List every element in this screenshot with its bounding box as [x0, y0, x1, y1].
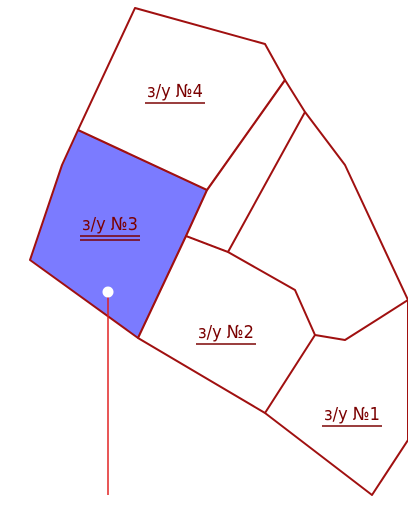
strip	[185, 79, 306, 253]
plot-label: з/у №1	[324, 404, 380, 425]
plot-label: з/у №3	[82, 214, 138, 235]
plot-label: з/у №4	[147, 81, 203, 102]
plot-1	[264, 300, 408, 496]
point-marker	[102, 286, 114, 298]
plot-edge	[304, 111, 408, 341]
plot-3-fill	[30, 130, 207, 338]
plot-label: з/у №2	[198, 322, 254, 343]
